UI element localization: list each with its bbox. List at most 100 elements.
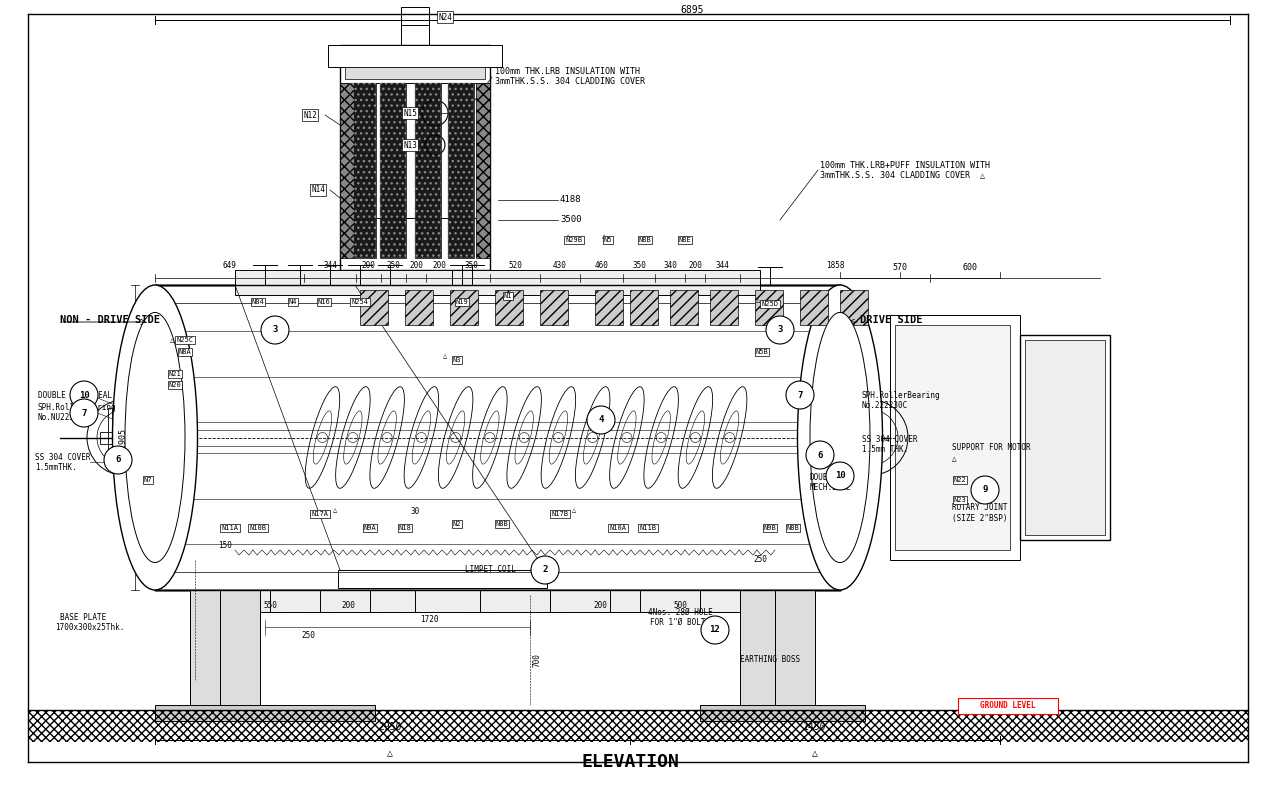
Text: △: △ [952, 454, 956, 463]
Text: N20: N20 [169, 382, 182, 388]
Circle shape [786, 381, 813, 409]
Text: 1700x300x25Thk.: 1700x300x25Thk. [56, 623, 124, 633]
Text: 500: 500 [673, 600, 687, 610]
Text: 430: 430 [553, 261, 567, 270]
Text: 570: 570 [893, 264, 908, 272]
Text: MECH.SEAL: MECH.SEAL [810, 483, 851, 493]
Bar [338, 570, 547, 588]
Bar [235, 590, 760, 612]
Text: N11B: N11B [639, 525, 657, 531]
Bar [495, 290, 523, 325]
Bar [840, 290, 868, 325]
Text: N12: N12 [303, 111, 317, 120]
Text: 7: 7 [81, 409, 87, 417]
Text: N13: N13 [403, 140, 417, 150]
Text: 250: 250 [386, 261, 400, 270]
Bar [895, 325, 1010, 550]
Text: N17A: N17A [312, 511, 328, 517]
Text: N4: N4 [289, 299, 297, 305]
Bar [541, 290, 568, 325]
Text: 3mmTHK.S.S. 304 CLADDING COVER: 3mmTHK.S.S. 304 CLADDING COVER [495, 78, 645, 86]
Text: 2950: 2950 [378, 722, 402, 732]
Text: N8E: N8E [678, 237, 691, 243]
Bar [1021, 335, 1110, 540]
Text: 344: 344 [716, 261, 730, 270]
Bar [380, 83, 405, 258]
Text: 10: 10 [835, 471, 845, 481]
Text: △: △ [171, 337, 174, 343]
Text: N17B: N17B [552, 511, 568, 517]
Bar [400, 7, 429, 45]
Text: N15: N15 [403, 109, 417, 117]
Text: No.222230C: No.222230C [863, 401, 908, 409]
Text: 4188: 4188 [560, 196, 581, 204]
Text: 6: 6 [817, 451, 822, 459]
Bar [109, 408, 150, 467]
Text: N8A: N8A [178, 349, 192, 355]
Text: N5: N5 [604, 237, 613, 243]
Circle shape [69, 381, 99, 409]
Text: 100mm THK.LRB INSULATION WITH: 100mm THK.LRB INSULATION WITH [495, 67, 640, 77]
Text: 340: 340 [663, 261, 677, 270]
Text: N11A: N11A [221, 525, 239, 531]
Text: △: △ [602, 233, 606, 239]
Ellipse shape [797, 285, 883, 590]
Text: LIMPET COIL: LIMPET COIL [465, 565, 515, 574]
Text: △: △ [566, 233, 570, 239]
Bar [340, 45, 490, 270]
Text: No.NU2230: No.NU2230 [38, 413, 80, 422]
Text: 4: 4 [599, 416, 604, 425]
Text: 3500: 3500 [560, 215, 581, 224]
Circle shape [701, 616, 729, 644]
Text: 200: 200 [432, 261, 446, 270]
Text: N3: N3 [452, 357, 461, 363]
Bar [360, 290, 388, 325]
Text: △: △ [572, 507, 576, 513]
Text: ROTARY JOINT: ROTARY JOINT [952, 504, 1008, 512]
Text: N2: N2 [452, 521, 461, 527]
Bar [669, 290, 698, 325]
Ellipse shape [112, 285, 197, 590]
Bar [28, 710, 1248, 742]
Bar [235, 270, 760, 295]
Ellipse shape [810, 313, 870, 562]
Bar [448, 83, 474, 258]
Text: N21: N21 [169, 371, 182, 377]
Text: 3: 3 [273, 326, 278, 334]
Bar [448, 83, 474, 258]
Bar [700, 705, 865, 721]
Text: SS 304 COVER: SS 304 COVER [35, 454, 91, 463]
Text: N24: N24 [438, 13, 452, 21]
Text: N8B: N8B [787, 525, 799, 531]
Text: 600: 600 [962, 264, 978, 272]
Text: DOUBLE MECH.SEAL: DOUBLE MECH.SEAL [38, 390, 112, 399]
Text: N19: N19 [456, 299, 469, 305]
Text: 1720: 1720 [421, 615, 438, 625]
Text: N14: N14 [311, 185, 325, 195]
Bar [116, 413, 147, 463]
Text: N8B: N8B [495, 521, 509, 527]
Text: △: △ [812, 748, 818, 758]
Text: GROUND LEVEL: GROUND LEVEL [980, 702, 1036, 710]
Text: △: △ [755, 297, 760, 303]
Bar [416, 83, 441, 258]
Text: SS 304 COVER: SS 304 COVER [863, 436, 917, 444]
Text: ELEVATION: ELEVATION [581, 753, 679, 771]
Text: 1450: 1450 [803, 722, 827, 732]
Text: 350: 350 [464, 261, 477, 270]
Text: 1.5mmTHK.: 1.5mmTHK. [35, 463, 77, 473]
Text: N18: N18 [399, 525, 412, 531]
Bar [380, 83, 405, 258]
Circle shape [261, 316, 289, 344]
Text: 200: 200 [409, 261, 423, 270]
Circle shape [530, 556, 560, 584]
Text: 150: 150 [218, 540, 232, 550]
Circle shape [765, 316, 794, 344]
Text: SPH.RollerBearing: SPH.RollerBearing [863, 390, 941, 399]
Text: FOR 1"Ø BOLTS: FOR 1"Ø BOLTS [650, 618, 710, 626]
Circle shape [806, 441, 834, 469]
Bar [416, 83, 441, 258]
Bar [100, 432, 150, 444]
Bar [155, 705, 375, 721]
Text: N254: N254 [351, 299, 369, 305]
